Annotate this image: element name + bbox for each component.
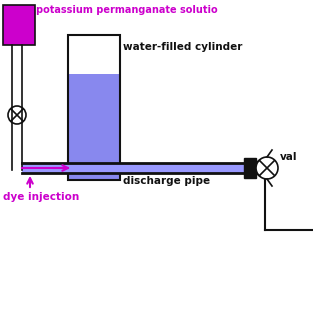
- Text: discharge pipe: discharge pipe: [123, 176, 210, 186]
- Text: val: val: [280, 152, 297, 162]
- Bar: [244, 158, 256, 178]
- Bar: [22, 163, 248, 173]
- Bar: [68, 35, 120, 180]
- Text: potassium permanganate solutio: potassium permanganate solutio: [36, 5, 218, 15]
- Bar: [68, 74, 120, 180]
- Bar: [68, 35, 120, 74]
- Text: dye injection: dye injection: [3, 192, 79, 202]
- Circle shape: [8, 106, 26, 124]
- Circle shape: [256, 157, 278, 179]
- Bar: [3, 5, 35, 45]
- Text: water-filled cylinder: water-filled cylinder: [123, 42, 242, 52]
